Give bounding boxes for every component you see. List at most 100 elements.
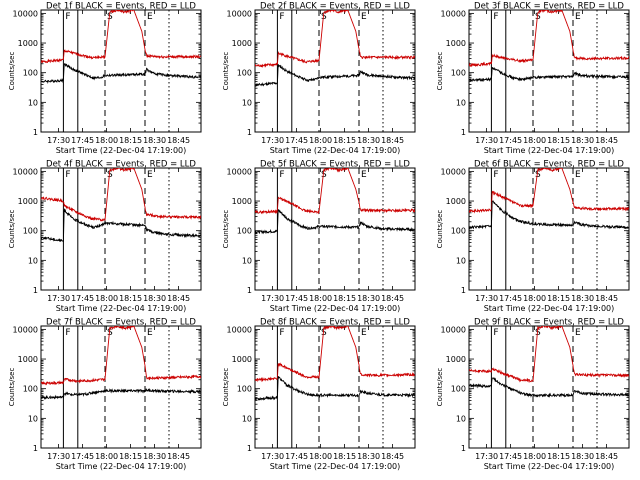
- y-tick-label: 10: [242, 414, 252, 423]
- time-marker-label: S: [107, 12, 113, 22]
- detector-panel: 1 10 100 1000 10000 17:30 17:45 18:00 18:15 18:30…: [436, 318, 630, 471]
- y-tick-label: 1000: [232, 197, 252, 206]
- y-tick-label: 1000: [446, 197, 466, 206]
- x-tick-label: 18:15: [333, 136, 356, 145]
- x-tick-label: 17:45: [71, 294, 94, 303]
- detector-panel: 1 10 100 1000 10000 17:30 17:45 18:00 18:15 18:30…: [222, 160, 416, 313]
- panel-title: Det 5f BLACK = Events, RED = LLD: [260, 160, 410, 170]
- x-axis-label: Start Time (22-Dec-04 17:19:00): [270, 146, 401, 155]
- events-series-line: [41, 63, 201, 84]
- y-tick-label: 10000: [441, 167, 466, 176]
- time-marker-label: E: [147, 328, 153, 338]
- x-tick-label: 18:00: [309, 136, 332, 145]
- y-tick-label: 1000: [18, 197, 38, 206]
- x-tick-label: 18:45: [595, 294, 618, 303]
- y-tick-label: 10: [242, 256, 252, 265]
- y-tick-label: 1000: [446, 355, 466, 364]
- y-tick-label: 1000: [232, 355, 252, 364]
- lld-series-line: [469, 326, 629, 383]
- y-tick-label: 10000: [13, 9, 38, 18]
- panel-title: Det 1f BLACK = Events, RED = LLD: [46, 2, 196, 12]
- x-tick-label: 18:00: [95, 136, 118, 145]
- y-axis-label: Counts/sec: [8, 52, 16, 91]
- x-tick-label: 18:30: [571, 136, 594, 145]
- y-axis-label: Counts/sec: [222, 52, 230, 91]
- time-marker-label: F: [279, 170, 284, 180]
- series-group: [255, 10, 415, 87]
- x-tick-label: 18:45: [167, 136, 190, 145]
- series-group: [255, 326, 415, 401]
- y-tick-label: 10: [28, 98, 38, 107]
- events-series-line: [469, 377, 629, 399]
- y-tick-label: 100: [23, 69, 38, 78]
- lld-series-line: [41, 326, 201, 386]
- time-marker-label: E: [361, 328, 367, 338]
- x-tick-label: 18:30: [571, 452, 594, 461]
- x-tick-label: 18:00: [309, 452, 332, 461]
- x-tick-label: 17:45: [285, 452, 308, 461]
- x-tick-label: 18:45: [595, 452, 618, 461]
- x-tick-label: 17:45: [499, 136, 522, 145]
- x-tick-label: 18:45: [167, 452, 190, 461]
- y-tick-label: 10000: [13, 167, 38, 176]
- panel-title: Det 6f BLACK = Events, RED = LLD: [474, 160, 624, 170]
- x-tick-label: 17:30: [47, 294, 70, 303]
- y-tick-label: 10: [242, 98, 252, 107]
- x-tick-label: 18:45: [381, 294, 404, 303]
- lld-series-line: [255, 326, 415, 383]
- time-marker-label: F: [279, 328, 284, 338]
- y-tick-label: 10000: [13, 325, 38, 334]
- x-tick-label: 18:15: [119, 136, 142, 145]
- plot-frame: [254, 167, 416, 291]
- x-tick-label: 17:30: [261, 452, 284, 461]
- events-series-line: [469, 200, 629, 230]
- x-tick-label: 17:45: [285, 136, 308, 145]
- plot-frame: [468, 9, 630, 133]
- y-tick-label: 100: [451, 69, 466, 78]
- events-series-line: [469, 67, 629, 83]
- time-marker-label: S: [107, 170, 113, 180]
- plot-frame: [40, 325, 202, 449]
- y-tick-label: 10: [28, 414, 38, 423]
- x-tick-label: 18:45: [381, 452, 404, 461]
- x-tick-label: 17:45: [71, 452, 94, 461]
- panel-title: Det 3f BLACK = Events, RED = LLD: [474, 2, 624, 12]
- plot-frame: [40, 167, 202, 291]
- y-tick-label: 10000: [441, 9, 466, 18]
- detector-panel: 1 10 100 1000 10000 17:30 17:45 18:00 18:15 18:30…: [436, 2, 630, 155]
- plot-frame: [468, 167, 630, 291]
- y-tick-label: 100: [237, 227, 252, 236]
- y-tick-label: 1: [461, 128, 466, 137]
- y-tick-label: 1: [33, 444, 38, 453]
- y-tick-label: 100: [23, 385, 38, 394]
- time-marker-label: S: [321, 328, 327, 338]
- time-marker-label: E: [575, 170, 581, 180]
- x-tick-label: 18:15: [333, 452, 356, 461]
- lld-series-line: [469, 10, 629, 68]
- detector-panel: 1 10 100 1000 10000 17:30 17:45 18:00 18:15 18:30…: [436, 160, 630, 313]
- x-axis-label: Start Time (22-Dec-04 17:19:00): [270, 462, 401, 471]
- time-marker-label: F: [279, 12, 284, 22]
- events-series-line: [255, 64, 415, 87]
- plot-frame: [254, 9, 416, 133]
- y-axis-label: Counts/sec: [436, 368, 444, 407]
- panel-title: Det 9f BLACK = Events, RED = LLD: [474, 318, 624, 328]
- x-tick-label: 18:15: [333, 294, 356, 303]
- y-tick-label: 1: [247, 128, 252, 137]
- y-tick-label: 10: [456, 98, 466, 107]
- detector-panel: 1 10 100 1000 10000 17:30 17:45 18:00 18:15 18:30…: [222, 2, 416, 155]
- events-series-line: [41, 387, 201, 400]
- x-tick-label: 17:30: [47, 452, 70, 461]
- detector-panel: 1 10 100 1000 10000 17:30 17:45 18:00 18:15 18:30…: [8, 2, 202, 155]
- y-tick-label: 100: [23, 227, 38, 236]
- x-tick-label: 17:30: [475, 136, 498, 145]
- x-tick-label: 18:00: [95, 452, 118, 461]
- lld-series-line: [41, 10, 201, 64]
- y-tick-label: 100: [451, 385, 466, 394]
- y-axis-label: Counts/sec: [8, 368, 16, 407]
- panel-title: Det 4f BLACK = Events, RED = LLD: [46, 160, 196, 170]
- x-tick-label: 18:00: [309, 294, 332, 303]
- x-axis-label: Start Time (22-Dec-04 17:19:00): [484, 146, 615, 155]
